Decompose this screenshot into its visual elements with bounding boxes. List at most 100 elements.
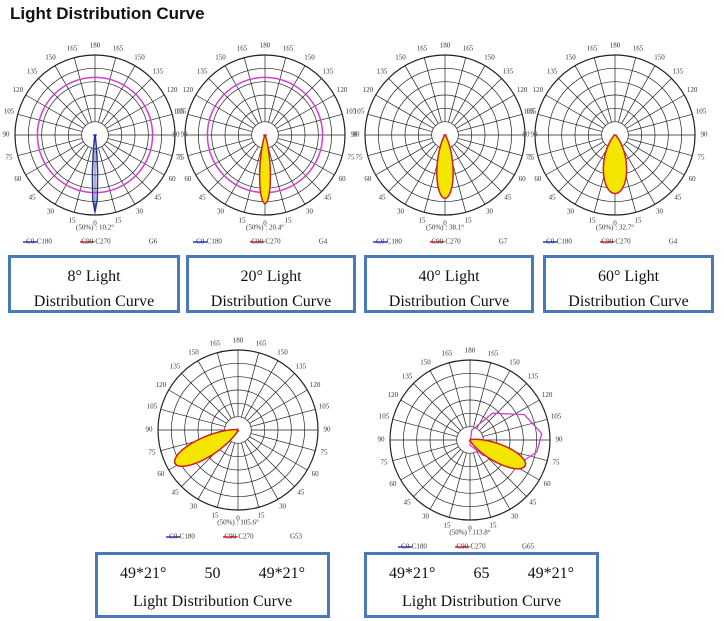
polar-spoke	[277, 113, 343, 132]
polar-spoke	[104, 78, 152, 126]
polar-spoke	[268, 57, 287, 123]
angle-label: 30	[397, 208, 405, 216]
polar-spoke	[451, 65, 486, 124]
legend-label: G65	[522, 543, 535, 551]
polar-spoke	[274, 78, 322, 126]
polar-spoke	[456, 94, 515, 129]
polar-spoke	[243, 57, 262, 123]
angle-label: 75	[6, 154, 14, 162]
angle-label: 165	[67, 45, 78, 53]
polar-spoke	[479, 383, 527, 431]
half-angle-note: (50%) : 20.4°	[246, 224, 284, 232]
light-curve	[602, 134, 628, 195]
caption-text: Distribution Curve	[210, 293, 332, 310]
angle-label: 15	[465, 217, 473, 225]
polar-spoke	[271, 65, 306, 124]
angle-label: 0	[93, 220, 97, 228]
angle-label: 105	[174, 108, 185, 116]
polar-spoke	[244, 360, 279, 419]
angle-label: 45	[154, 194, 162, 202]
angle-label: 45	[172, 489, 180, 497]
polar-spoke	[476, 370, 511, 429]
polar-spoke	[454, 78, 502, 126]
angle-label: 45	[504, 194, 512, 202]
polar-spoke	[375, 141, 434, 176]
legend-label: C0-C180	[376, 238, 402, 246]
angle-label: 75	[177, 154, 185, 162]
polar-spoke	[181, 373, 229, 421]
angle-label: 150	[45, 54, 56, 62]
polar-spoke	[621, 65, 656, 124]
legend-label: C0-C180	[196, 238, 222, 246]
polar-spoke	[104, 144, 152, 192]
angle-label: 45	[29, 194, 37, 202]
polar-spoke	[54, 146, 89, 205]
angle-label: 105	[346, 108, 357, 116]
angle-label: 165	[417, 45, 428, 53]
polar-spoke	[187, 138, 253, 157]
caption-box: 49*21° 65 49*21° Light Distribution Curve	[364, 552, 599, 618]
page-title: Light Distribution Curve	[10, 4, 205, 23]
polar-spoke	[454, 144, 502, 192]
angle-label: 135	[170, 363, 181, 371]
angle-label: 30	[47, 208, 55, 216]
legend-label: G7	[499, 238, 508, 246]
polar-spoke	[38, 78, 86, 126]
angle-label: 90	[324, 426, 332, 434]
polar-spoke	[271, 146, 306, 205]
angle-label: 120	[156, 381, 167, 389]
polar-spoke	[107, 138, 173, 157]
angle-label: 120	[687, 86, 698, 94]
angle-label: 135	[673, 68, 684, 76]
angle-label: 105	[379, 413, 390, 421]
polar-spoke	[367, 113, 433, 132]
caption-box: 60° Light Distribution Curve	[543, 255, 714, 313]
angle-label: 90	[351, 131, 359, 139]
polar-spoke	[250, 433, 316, 452]
angle-label: 105	[524, 108, 535, 116]
angle-label: 30	[567, 208, 575, 216]
angle-label: 90	[531, 131, 539, 139]
caption-box: 49*21° 50 49*21° Light Distribution Curve	[95, 552, 330, 618]
polar-spoke	[73, 147, 92, 213]
angle-label: 60	[14, 175, 22, 183]
angle-label: 75	[149, 449, 157, 457]
angle-label: 150	[484, 54, 495, 62]
angle-label: 15	[68, 217, 76, 225]
polar-spoke	[456, 141, 515, 176]
polar-spoke	[276, 141, 335, 176]
polar-spoke	[448, 362, 467, 428]
angle-label: 30	[136, 208, 144, 216]
angle-label: 90	[181, 131, 189, 139]
angle-label: 75	[356, 154, 364, 162]
angle-label: 120	[183, 86, 194, 94]
angle-label: 135	[503, 68, 514, 76]
legend-label: C90-C270	[601, 238, 631, 246]
polar-spoke	[392, 418, 458, 437]
angle-label: 165	[237, 45, 248, 53]
angle-label: 60	[364, 175, 372, 183]
legend-label: C90-C270	[431, 238, 461, 246]
half-angle-note: (50%) : 113.8°	[449, 529, 490, 537]
angle-label: 120	[167, 86, 178, 94]
polar-spoke	[627, 138, 693, 157]
angle-label: 165	[113, 45, 124, 53]
angle-label: 135	[153, 68, 164, 76]
polar-spoke	[388, 144, 436, 192]
caption-text: Distribution Curve	[388, 293, 510, 310]
polar-spoke	[243, 147, 262, 213]
polar-spoke	[98, 57, 117, 123]
angle-label: 60	[169, 175, 177, 183]
angle-label: 135	[402, 373, 413, 381]
polar-spoke	[429, 370, 464, 429]
caption-text: 49*21°	[120, 565, 167, 582]
polar-spoke	[482, 418, 548, 437]
angle-label: 180	[440, 42, 451, 50]
angle-label: 165	[283, 45, 294, 53]
polar-spoke	[627, 113, 693, 132]
polar-spoke	[268, 147, 287, 213]
